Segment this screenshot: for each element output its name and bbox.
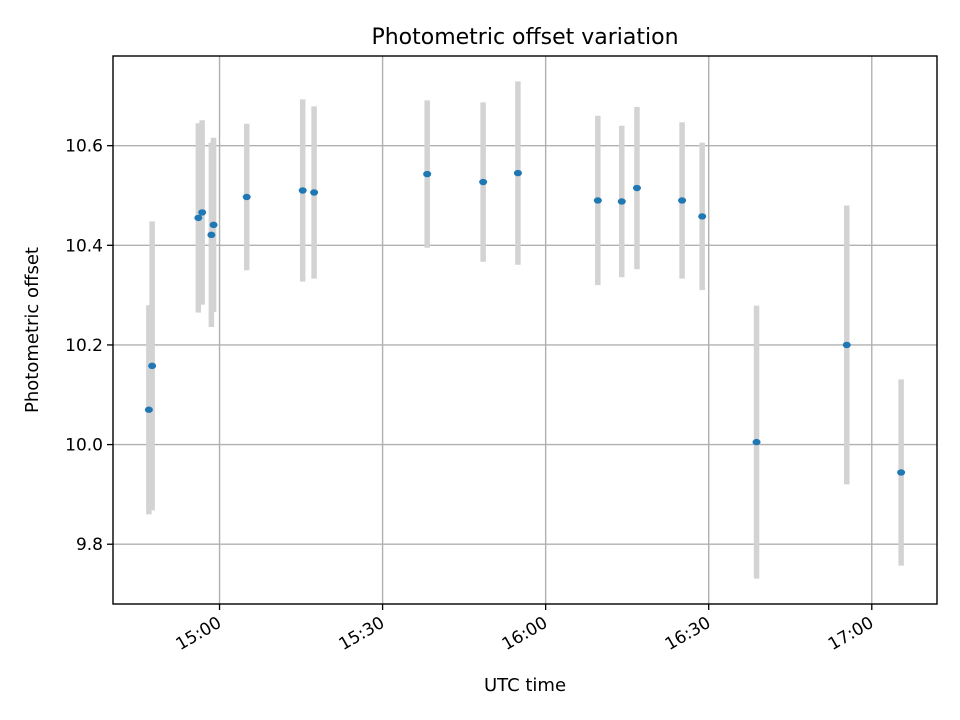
data-point	[479, 178, 488, 186]
y-tick-label: 10.2	[65, 336, 103, 356]
y-axis-label: Photometric offset	[22, 247, 43, 413]
y-tick-label: 10.4	[65, 236, 103, 256]
data-point	[198, 209, 207, 216]
data-point	[698, 213, 707, 220]
data-point	[593, 197, 602, 204]
data-points	[144, 169, 906, 476]
chart-title: Photometric offset variation	[371, 25, 678, 50]
data-point	[144, 406, 153, 413]
data-point	[678, 197, 687, 204]
data-point	[242, 193, 251, 201]
data-point	[423, 170, 432, 178]
data-point	[632, 184, 641, 192]
data-point	[513, 169, 522, 177]
data-point	[752, 438, 761, 446]
data-point	[148, 362, 157, 370]
data-point	[209, 221, 218, 229]
data-point	[617, 198, 626, 205]
grid	[113, 56, 937, 604]
y-tick-label: 10.6	[65, 137, 103, 157]
y-axis: 9.8 10.0 10.2 10.4 10.6	[65, 137, 113, 555]
plot-frame	[112, 55, 938, 605]
data-point	[310, 189, 319, 196]
x-axis-label: UTC time	[484, 675, 566, 696]
data-point	[207, 231, 216, 239]
data-point	[194, 214, 203, 222]
data-point	[842, 341, 851, 349]
data-point	[298, 187, 307, 194]
data-point	[897, 469, 906, 476]
y-tick-label: 10.0	[65, 436, 103, 456]
y-tick-label: 9.8	[76, 535, 103, 555]
